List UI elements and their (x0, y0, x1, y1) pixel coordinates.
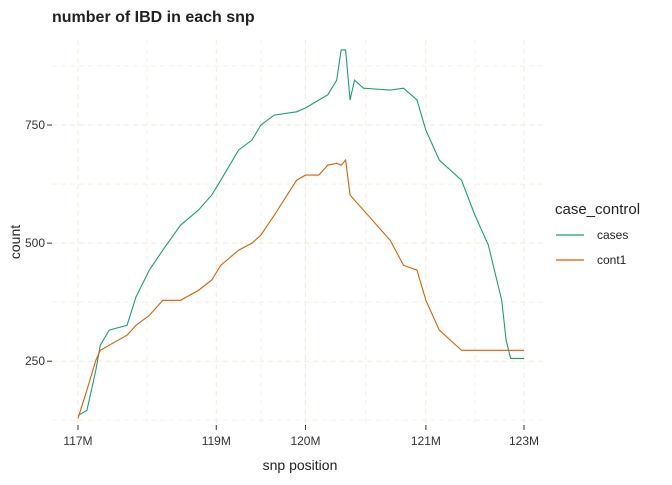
series-line (77, 49, 524, 417)
y-tick-label: 500 (25, 236, 45, 250)
x-axis-label: snp position (263, 457, 338, 473)
legend-label: cont1 (597, 253, 627, 267)
x-tick-label: 120M (290, 434, 320, 448)
legend-label: cases (597, 228, 628, 242)
y-tick-label: 250 (25, 354, 45, 368)
x-tick-label: 123M (509, 434, 539, 448)
y-axis-label: count (7, 225, 23, 259)
x-tick-label: 117M (63, 434, 92, 448)
x-tick-label: 121M (411, 434, 441, 448)
x-tick-label: 119M (202, 434, 231, 448)
y-tick-label: 750 (25, 118, 45, 132)
series-line (77, 158, 524, 419)
chart-title: number of IBD in each snp (52, 9, 255, 26)
legend-title: case_control (555, 201, 640, 218)
